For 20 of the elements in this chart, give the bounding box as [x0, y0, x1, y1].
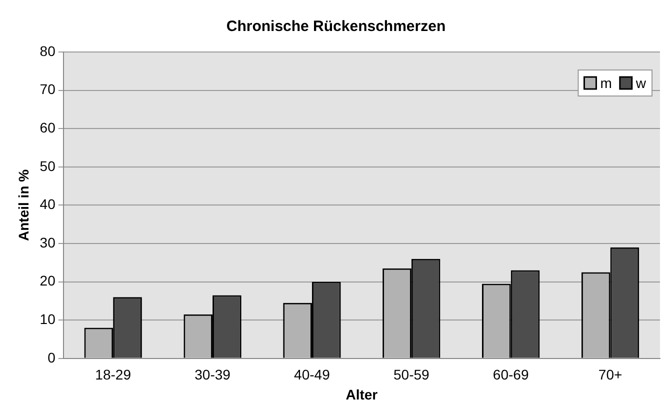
y-tick-label: 50: [40, 158, 56, 174]
y-tick-label: 0: [48, 349, 56, 366]
y-axis-title: Anteil in %: [15, 168, 32, 241]
y-tick-label: 40: [40, 196, 56, 212]
y-tick-label: 80: [40, 42, 56, 59]
legend-label: m: [600, 74, 612, 91]
y-tick-label: 30: [40, 234, 56, 250]
y-tick-label: 20: [40, 272, 56, 289]
x-tick-label: 40-49: [294, 366, 330, 383]
x-tick-label: 70+: [598, 366, 622, 383]
chart-title: Chronische Rückenschmerzen: [226, 18, 446, 36]
y-tick-label: 10: [40, 310, 56, 327]
x-tick-label: 50-59: [394, 366, 430, 383]
x-tick-label: 60-69: [492, 366, 529, 383]
legend-label: w: [634, 74, 647, 91]
y-tick-label: 60: [40, 119, 56, 136]
x-tick-label: 30-39: [194, 366, 231, 383]
x-tick-label: 18-29: [95, 366, 132, 383]
x-axis-title: Alter: [346, 386, 378, 402]
y-tick-label: 70: [40, 81, 56, 98]
